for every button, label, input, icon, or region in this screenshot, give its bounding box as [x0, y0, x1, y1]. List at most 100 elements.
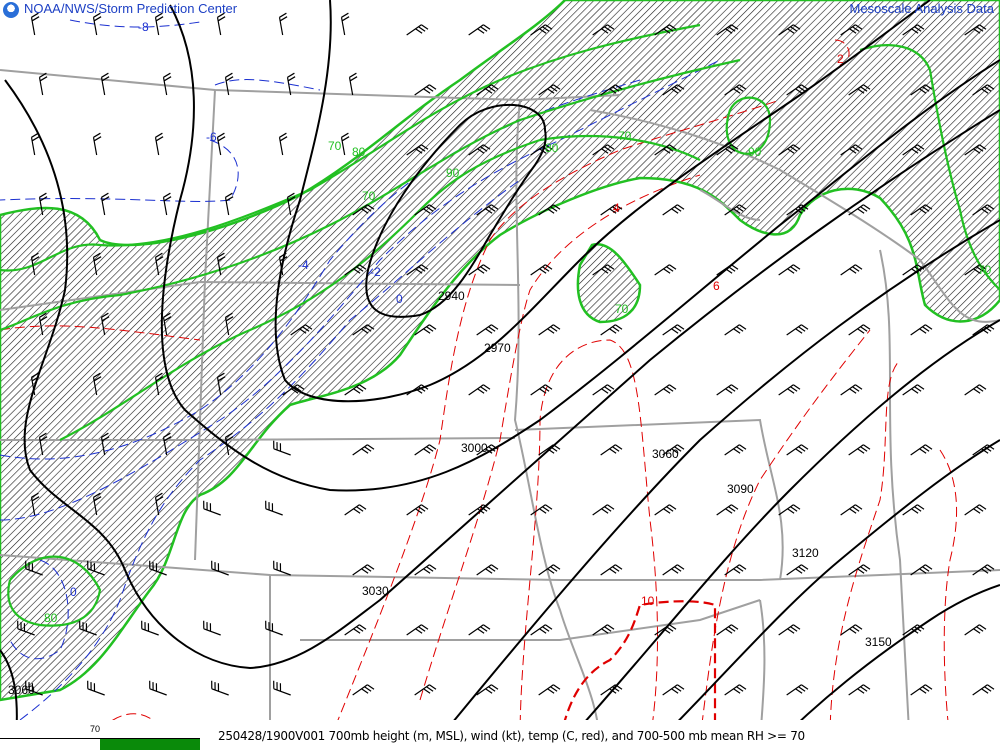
- wind-barb: [414, 324, 437, 336]
- wind-barb: [468, 264, 491, 276]
- wind-barb: [654, 264, 677, 276]
- wind-barb: [154, 12, 164, 36]
- wind-barb: [352, 324, 375, 336]
- wind-barb: [848, 324, 871, 336]
- wind-barb: [265, 620, 283, 636]
- wind-barb: [278, 12, 288, 36]
- wind-barb: [92, 372, 102, 396]
- wind-barb: [468, 384, 491, 396]
- wind-barb: [273, 440, 291, 456]
- wind-barb: [972, 84, 995, 96]
- wind-barb: [211, 560, 229, 576]
- wind-barb: [414, 684, 437, 696]
- wind-barb: [716, 384, 739, 396]
- wind-barb: [406, 144, 429, 156]
- wind-barb: [972, 564, 995, 576]
- wind-barb: [30, 492, 40, 516]
- height-contour-3060: [429, 219, 1000, 750]
- wind-barb: [154, 372, 164, 396]
- temp-label: -8: [138, 20, 149, 34]
- wind-barb: [79, 620, 97, 636]
- wind-barb: [92, 252, 102, 276]
- wind-barb: [154, 492, 164, 516]
- height-label: 3030: [362, 584, 389, 598]
- wind-barb: [278, 252, 288, 276]
- legend-scale-line: [0, 738, 200, 739]
- wind-barb: [716, 504, 739, 516]
- wind-barb: [476, 564, 499, 576]
- wind-barb: [476, 324, 499, 336]
- wind-barb: [716, 144, 739, 156]
- wind-barb: [265, 500, 283, 516]
- wind-barb: [414, 444, 437, 456]
- rh-label: 70: [978, 263, 992, 277]
- wind-barb: [476, 204, 499, 216]
- temp-label: 2: [837, 52, 844, 66]
- wind-barb: [468, 624, 491, 636]
- wind-barb: [352, 684, 375, 696]
- wind-barb: [476, 84, 499, 96]
- noaa-logo-icon: [3, 2, 19, 18]
- wind-barb: [902, 504, 925, 516]
- wind-barb: [538, 684, 561, 696]
- wind-barb: [786, 84, 809, 96]
- wind-barb: [786, 204, 809, 216]
- wind-barb: [778, 24, 801, 36]
- wind-barb: [352, 444, 375, 456]
- height-label: 3090: [727, 482, 754, 496]
- wind-barb: [724, 324, 747, 336]
- wind-barb: [468, 504, 491, 516]
- wind-barb: [162, 432, 172, 456]
- wind-barb: [778, 384, 801, 396]
- wind-barb: [910, 204, 933, 216]
- rh-area-main: [0, 0, 1000, 702]
- wind-barb: [406, 264, 429, 276]
- wind-barb: [154, 252, 164, 276]
- wind-barbs: [17, 12, 995, 696]
- wind-barb: [530, 264, 553, 276]
- temperature-contours: [0, 19, 957, 741]
- wind-barb: [468, 144, 491, 156]
- wind-barb: [840, 384, 863, 396]
- wind-barb: [100, 432, 110, 456]
- wind-barb: [476, 684, 499, 696]
- wind-barb: [964, 144, 987, 156]
- wind-barb: [406, 624, 429, 636]
- rh-label: 70: [328, 139, 342, 153]
- wind-barb: [530, 624, 553, 636]
- wind-barb: [30, 372, 40, 396]
- wind-barb: [600, 564, 623, 576]
- wind-barb: [149, 560, 167, 576]
- temp-label: 0: [70, 585, 77, 599]
- wind-barb: [406, 384, 429, 396]
- temp-label: 4: [613, 201, 620, 215]
- wind-barb: [538, 204, 561, 216]
- height-label: 3060: [8, 683, 35, 697]
- wind-barb: [972, 684, 995, 696]
- wind-barb: [592, 24, 615, 36]
- wind-barb: [724, 204, 747, 216]
- wind-barb: [662, 564, 685, 576]
- wind-barb: [340, 12, 350, 36]
- wind-barb: [724, 684, 747, 696]
- wind-barb: [100, 72, 110, 96]
- wind-barb: [778, 504, 801, 516]
- wind-barb: [654, 624, 677, 636]
- wind-barb: [92, 132, 102, 156]
- wind-barb: [840, 144, 863, 156]
- height-contour-3120: [649, 439, 1000, 750]
- temp-label: -2: [370, 265, 381, 279]
- wind-barb: [848, 684, 871, 696]
- wind-barb: [25, 560, 43, 576]
- wind-barb: [600, 324, 623, 336]
- height-label: 3150: [865, 635, 892, 649]
- wind-barb: [600, 444, 623, 456]
- map-caption: 250428/1900V001 700mb height (m, MSL), w…: [218, 729, 805, 743]
- wind-barb: [902, 24, 925, 36]
- wind-barb: [216, 372, 226, 396]
- wind-barb: [972, 444, 995, 456]
- wind-barb: [662, 84, 685, 96]
- wind-barb: [87, 680, 105, 696]
